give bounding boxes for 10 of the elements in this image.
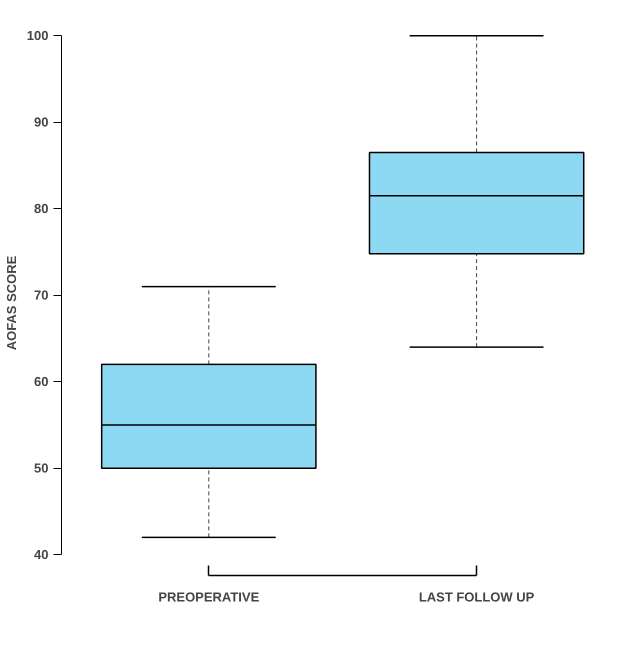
y-tick-label: 70 — [34, 288, 49, 303]
x-tick-label: PREOPERATIVE — [158, 590, 260, 604]
y-tick-label: 60 — [34, 374, 49, 390]
y-tick-label: 100 — [26, 28, 49, 44]
x-tick-label: LAST FOLLOW UP — [418, 590, 535, 604]
y-tick-label: 40 — [34, 547, 49, 562]
y-tick-label: 90 — [34, 114, 49, 130]
y-axis-title: AOFAS SCORE — [4, 255, 19, 350]
y-tick-label: 80 — [34, 201, 49, 216]
y-tick-label: 50 — [34, 460, 49, 476]
